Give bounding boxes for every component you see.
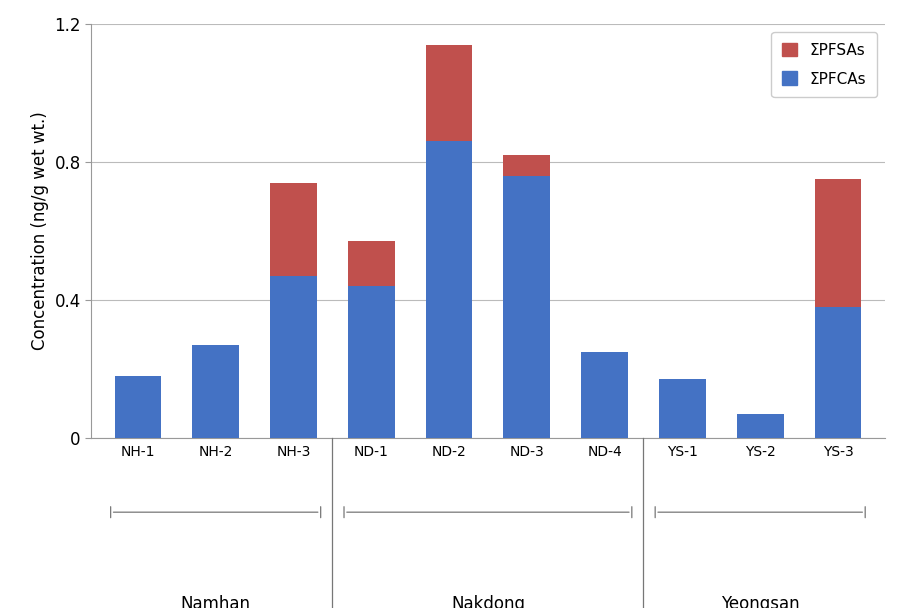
Y-axis label: Concentration (ng/g wet wt.): Concentration (ng/g wet wt.) bbox=[31, 112, 48, 350]
Bar bbox=[270, 183, 316, 276]
Bar bbox=[347, 286, 394, 438]
Bar bbox=[347, 241, 394, 286]
Bar bbox=[814, 307, 860, 438]
Text: Yeongsan
River: Yeongsan River bbox=[720, 595, 799, 608]
Bar bbox=[580, 351, 628, 438]
Bar bbox=[425, 142, 472, 438]
Text: Namhan
River: Namhan River bbox=[180, 595, 251, 608]
Bar bbox=[503, 155, 549, 176]
Bar bbox=[736, 413, 783, 438]
Legend: ΣPFSAs, ΣPFCAs: ΣPFSAs, ΣPFCAs bbox=[771, 32, 876, 97]
Text: Nakdong
River: Nakdong River bbox=[450, 595, 525, 608]
Bar bbox=[814, 179, 860, 307]
Bar bbox=[270, 276, 316, 438]
Bar bbox=[192, 345, 239, 438]
Bar bbox=[659, 379, 705, 438]
Bar bbox=[503, 176, 549, 438]
Bar bbox=[115, 376, 161, 438]
Bar bbox=[425, 45, 472, 142]
